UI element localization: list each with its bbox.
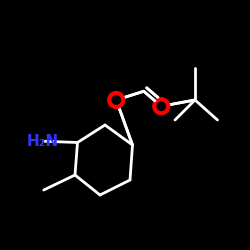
Text: H₂N: H₂N: [26, 134, 58, 149]
Circle shape: [108, 92, 124, 108]
Circle shape: [154, 98, 169, 114]
